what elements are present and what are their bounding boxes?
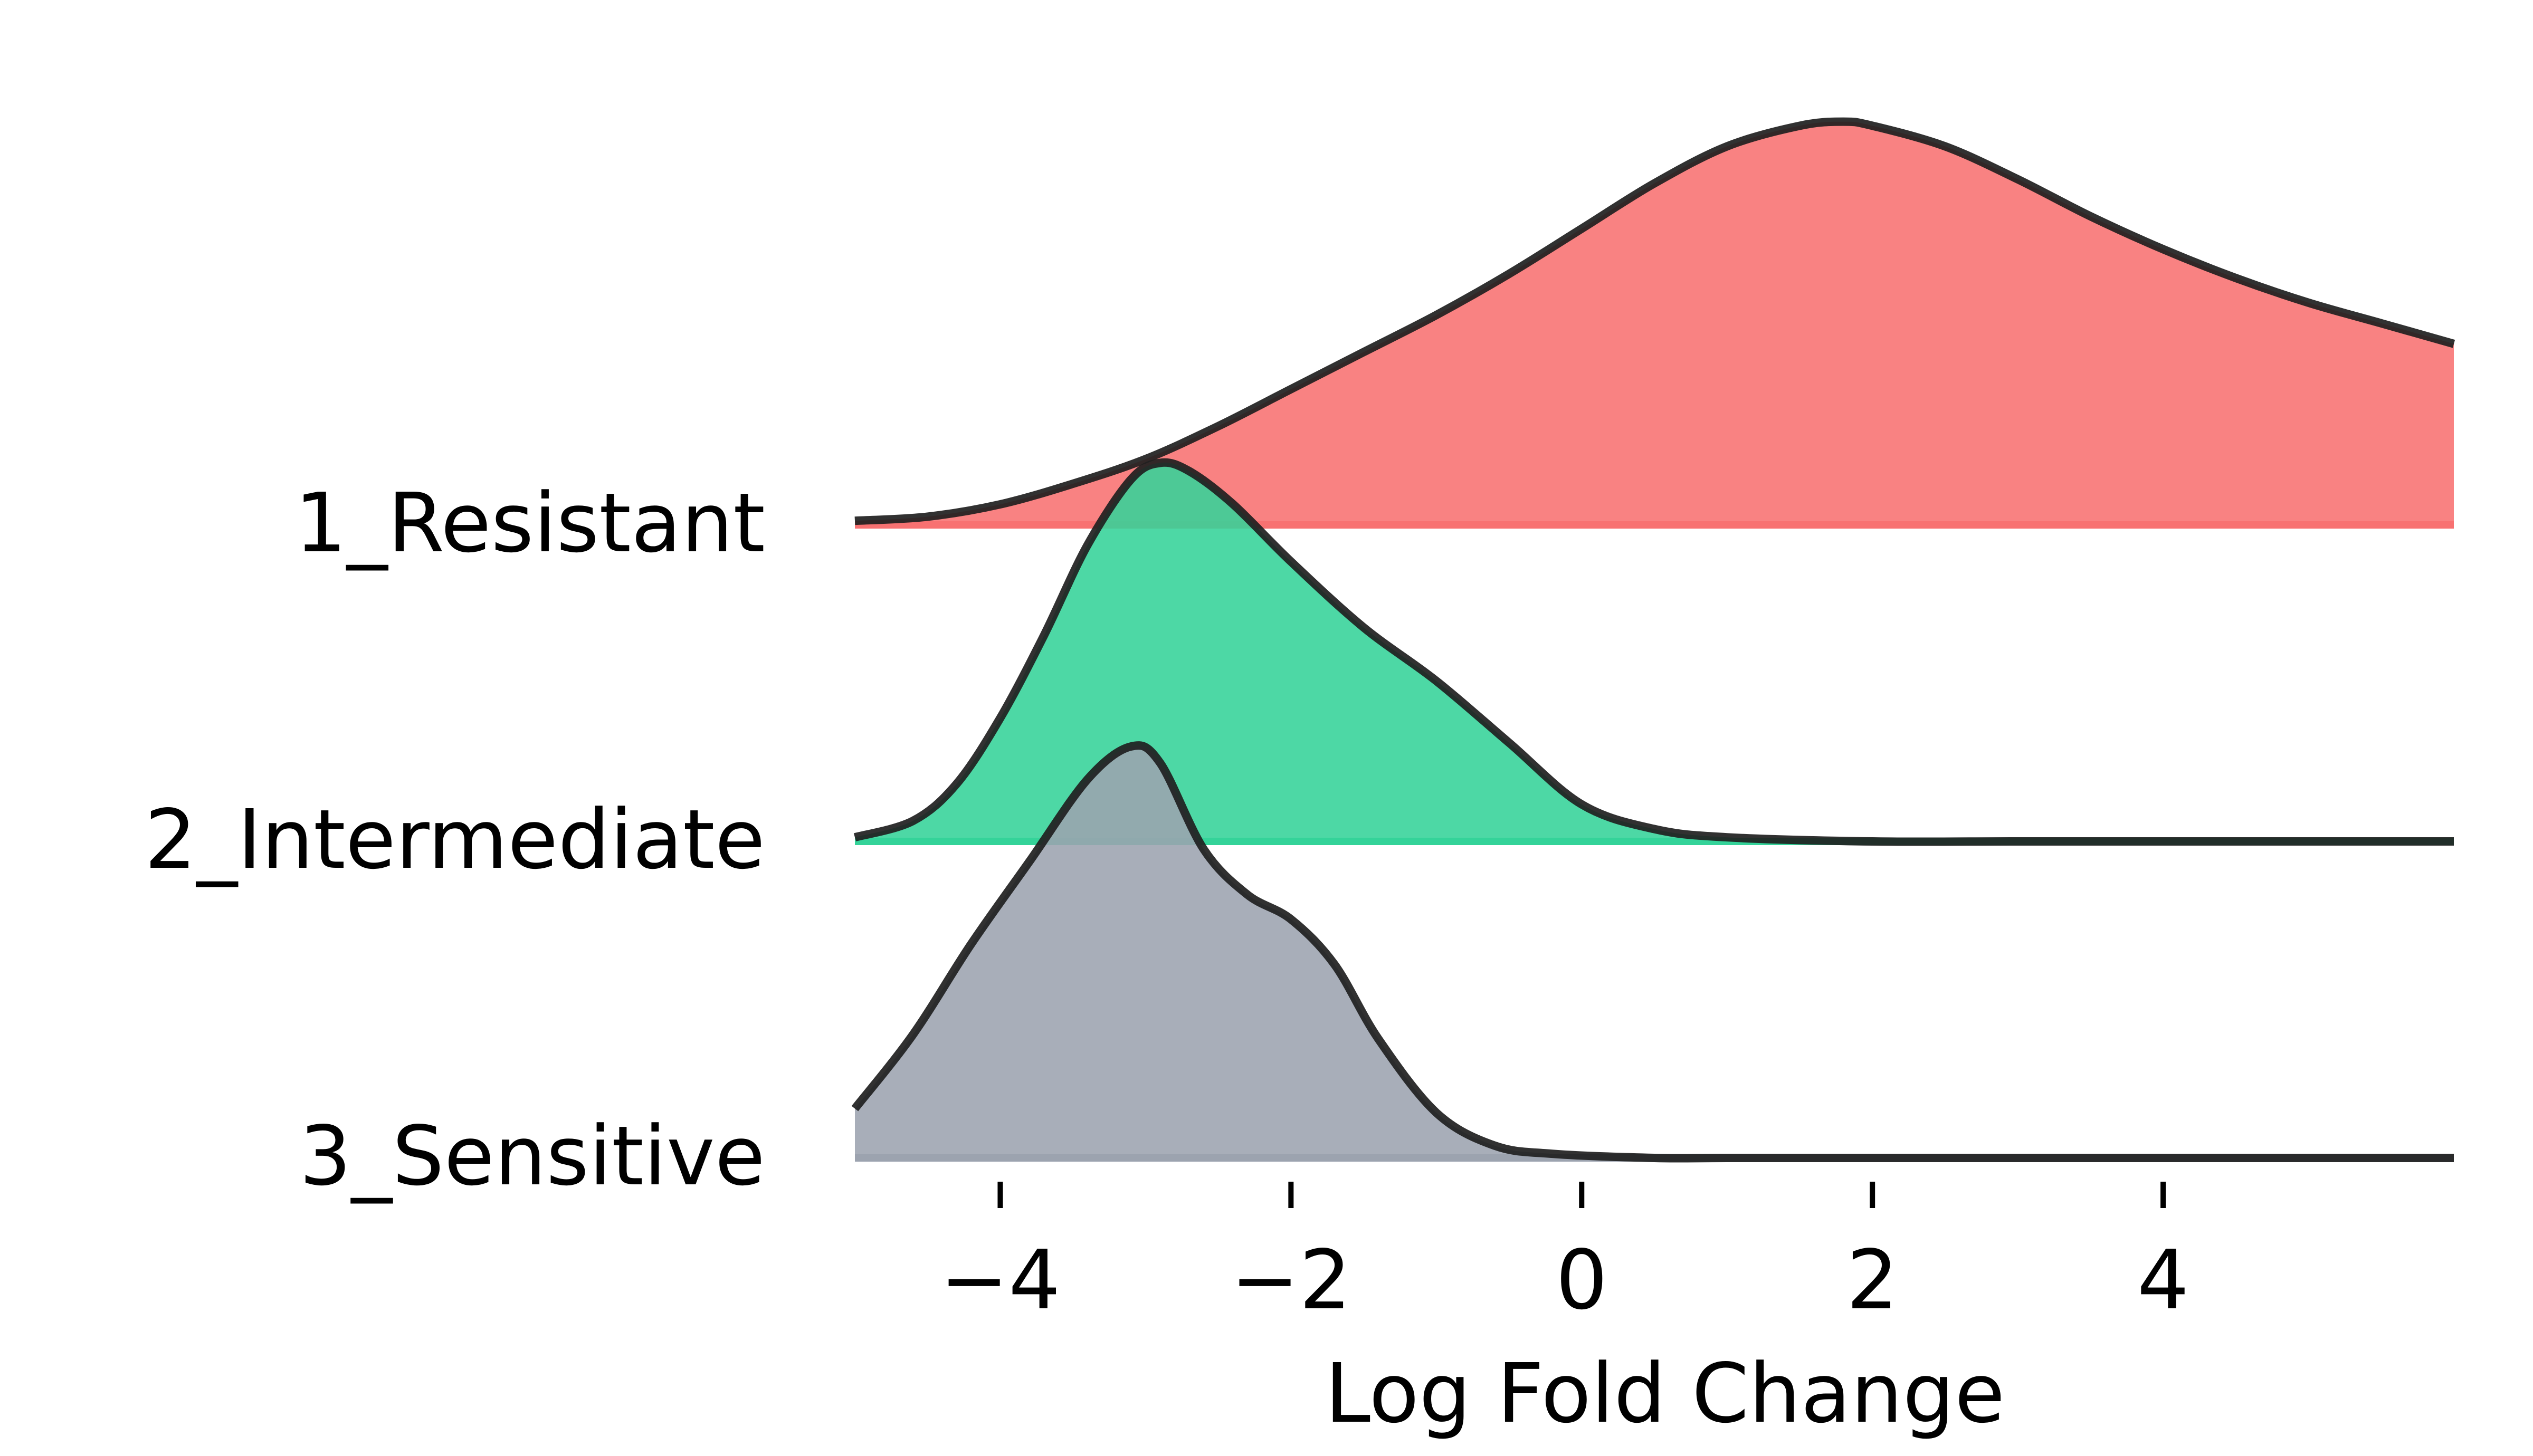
x-tick-label: 0 (1556, 1232, 1608, 1328)
ridge-outline (853, 458, 2454, 846)
ridge-label: 2_Intermediate (145, 792, 765, 887)
ridge-area (855, 121, 2454, 525)
ridge-labels: 1_Resistant 2_Intermediate 3_Sensitive (145, 475, 765, 1204)
x-tick-label: 2 (1846, 1232, 1899, 1328)
ridge-label: 1_Resistant (294, 475, 765, 571)
ridge-area (855, 745, 2454, 1158)
ridge-outline (854, 117, 2455, 525)
x-tick-label: −4 (940, 1232, 1061, 1328)
ridge-label: 3_Sensitive (299, 1108, 765, 1204)
ridge-outline (851, 741, 2454, 1163)
ridge-area (855, 462, 2454, 842)
ridge-1-resistant (854, 117, 2455, 529)
x-tick-label: 4 (2137, 1232, 2189, 1328)
x-axis: −4 −2 0 2 4 (940, 1182, 2189, 1328)
x-tick-label: −2 (1231, 1232, 1351, 1328)
ridge-3-sensitive (851, 741, 2454, 1163)
ridges-group (851, 117, 2455, 1163)
x-axis-label: Log Fold Change (1325, 1346, 2005, 1441)
